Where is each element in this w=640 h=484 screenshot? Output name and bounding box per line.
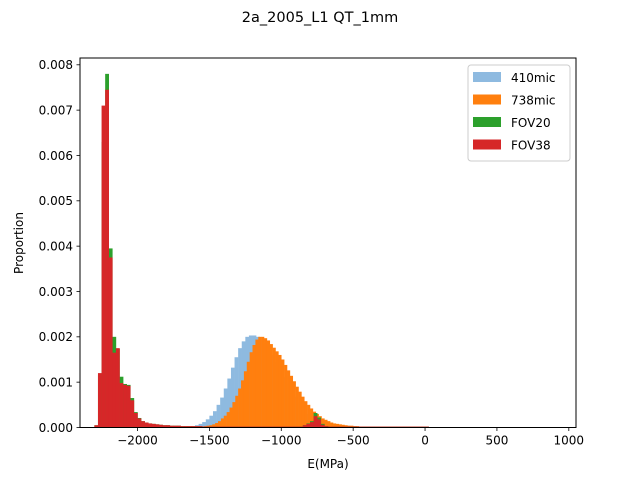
bar-738mic-33: [290, 376, 293, 428]
y-tick-label: 0.003: [39, 285, 73, 299]
x-tick-label: 1000: [554, 434, 585, 448]
bar-738mic-17: [244, 371, 247, 427]
bar-738mic-11: [227, 412, 230, 427]
legend-swatch-738mic: [473, 95, 501, 105]
bar-738mic-37: [301, 397, 304, 428]
x-tick-label: −1000: [261, 434, 302, 448]
bar-738mic-31: [284, 365, 287, 428]
legend-swatch-FOV20: [473, 117, 501, 127]
y-tick-label: 0.007: [39, 103, 73, 117]
y-axis-label: Proportion: [12, 212, 26, 274]
x-tick-label: −2000: [117, 434, 158, 448]
y-tick-label: 0.006: [39, 149, 73, 163]
y-tick-label: 0.008: [39, 58, 73, 72]
y-tick-label: 0.004: [39, 239, 73, 253]
bar-738mic-30: [281, 359, 284, 427]
bar-738mic-19: [250, 352, 253, 427]
bar-FOV38-12: [138, 418, 142, 427]
bar-738mic-34: [293, 381, 296, 427]
bar-FOV38-3: [105, 90, 109, 428]
y-tick-label: 0.000: [39, 421, 73, 435]
bar-738mic-22: [258, 337, 261, 428]
bar-FOV38-7: [120, 383, 124, 427]
bar-FOV38-6: [116, 348, 120, 427]
bar-FOV38-16: [152, 424, 156, 428]
bar-738mic-23: [261, 337, 264, 428]
bar-738mic-14: [235, 396, 238, 428]
bar-FOV38-14: [145, 423, 149, 428]
y-axis-ticks: 0.000 0.001 0.002 0.003 0.004 0.005 0.006 0.007…: [39, 58, 80, 435]
bar-738mic-10: [224, 416, 227, 428]
x-axis-label: E(MPa): [307, 457, 348, 471]
bar-738mic-26: [270, 344, 273, 427]
bar-FOV38-2: [102, 106, 106, 428]
bar-FOV38-62: [317, 419, 321, 427]
bar-FOV38-8: [123, 385, 127, 428]
bar-738mic-25: [267, 340, 270, 427]
x-axis-ticks: −2000 −1500 −1000 −500 0 500 1000: [117, 428, 584, 448]
y-tick-label: 0.001: [39, 375, 73, 389]
bar-738mic-8: [218, 421, 221, 427]
x-tick-label: −1500: [189, 434, 230, 448]
bar-738mic-27: [273, 348, 276, 428]
bar-738mic-32: [287, 370, 290, 427]
legend-label-FOV20: FOV20: [511, 116, 551, 130]
bar-738mic-28: [276, 351, 279, 427]
bar-FOV38-13: [141, 421, 145, 427]
legend-label-FOV38: FOV38: [511, 139, 551, 153]
legend-swatch-FOV38: [473, 140, 501, 150]
legend-swatch-410mic: [473, 72, 501, 82]
bar-738mic-12: [230, 408, 233, 428]
legend-label-410mic: 410mic: [511, 71, 556, 85]
bar-738mic-16: [241, 380, 244, 427]
x-tick-label: 0: [421, 434, 429, 448]
x-tick-label: −500: [337, 434, 370, 448]
bar-738mic-36: [299, 392, 302, 428]
bar-FOV38-9: [127, 386, 131, 428]
bar-FOV38-60: [310, 422, 314, 427]
legend: 410mic 738mic FOV20 FOV38: [468, 65, 570, 161]
bar-738mic-21: [255, 340, 258, 428]
bar-738mic-15: [238, 389, 241, 428]
bar-FOV38-4: [109, 257, 113, 427]
bar-738mic-20: [253, 345, 256, 428]
chart-title: 2a_2005_L1 QT_1mm: [242, 10, 398, 26]
bar-FOV38-11: [134, 413, 138, 428]
bar-738mic-18: [247, 362, 250, 428]
bar-FOV38-5: [112, 353, 116, 428]
bar-FOV38-61: [314, 416, 318, 427]
bar-FOV38-1: [98, 373, 102, 427]
legend-label-738mic: 738mic: [511, 94, 556, 108]
bar-738mic-13: [232, 402, 235, 427]
y-tick-label: 0.002: [39, 330, 73, 344]
bar-738mic-24: [264, 338, 267, 427]
bar-FOV38-15: [148, 423, 152, 427]
bar-FOV38-59: [306, 424, 310, 428]
bar-FOV38-10: [130, 400, 134, 427]
y-tick-label: 0.005: [39, 194, 73, 208]
x-tick-label: 500: [485, 434, 508, 448]
bar-738mic-9: [221, 418, 224, 427]
bar-738mic-29: [278, 355, 281, 428]
bar-738mic-35: [296, 387, 299, 428]
